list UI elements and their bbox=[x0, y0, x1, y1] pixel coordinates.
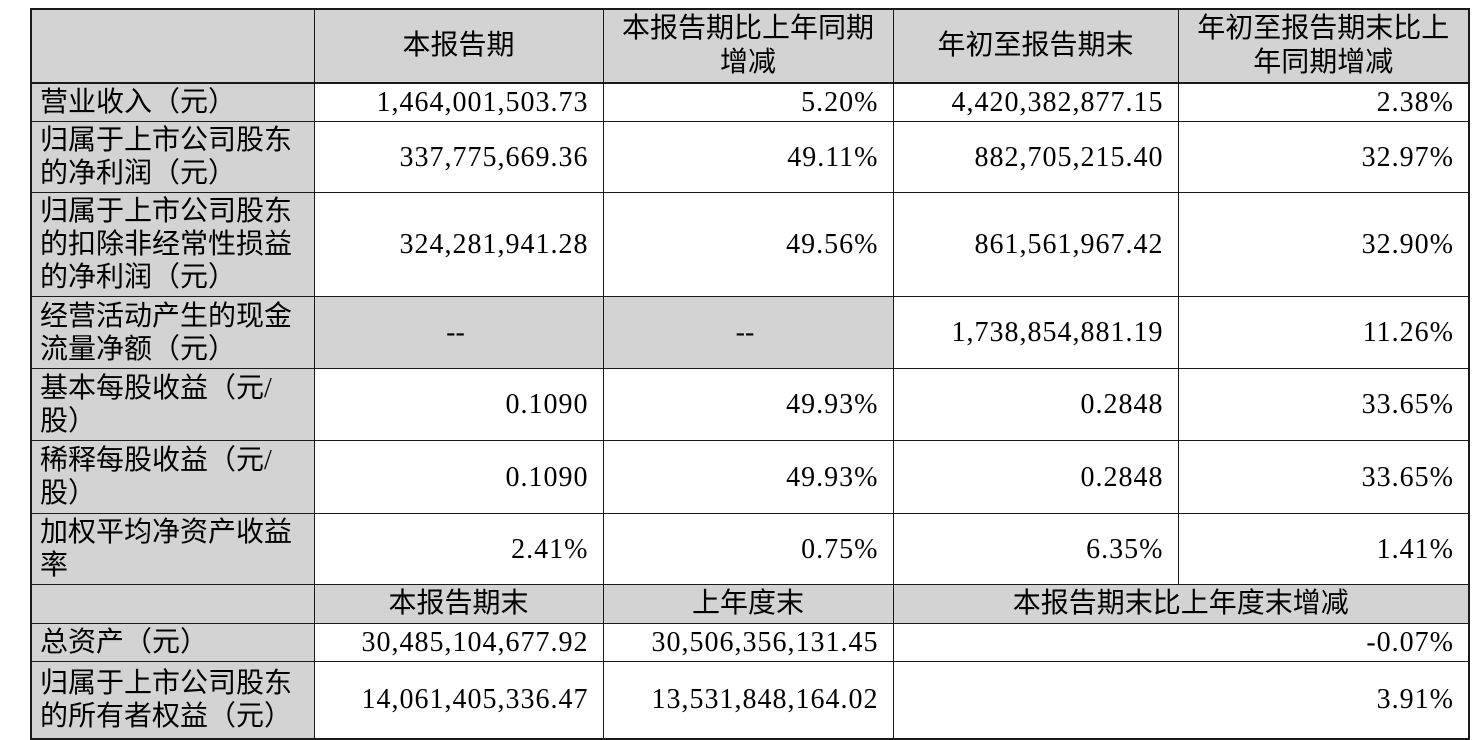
row-operating-revenue: 营业收入（元） 1,464,001,503.73 5.20% 4,420,382… bbox=[30, 82, 1470, 122]
header-period-end-change: 本报告期末比上年度末增减 bbox=[892, 584, 1470, 624]
cell-net-profit-current-yoy: 49.11% bbox=[602, 121, 894, 193]
balance-header-row: 本报告期末 上年度末 本报告期末比上年度末增减 bbox=[30, 584, 1470, 624]
label-shareholders-equity: 归属于上市公司股东 的所有者权益（元） bbox=[30, 661, 315, 739]
cell-total-assets-change: -0.07% bbox=[892, 623, 1470, 662]
label-net-profit: 归属于上市公司股东 的净利润（元） bbox=[30, 121, 315, 193]
balance-header-corner-cell bbox=[30, 584, 315, 624]
row-total-assets: 总资产（元） 30,485,104,677.92 30,506,356,131.… bbox=[30, 623, 1470, 662]
row-basic-eps: 基本每股收益（元/ 股） 0.1090 49.93% 0.2848 33.65% bbox=[30, 368, 1470, 441]
row-operating-cash-flow: 经营活动产生的现金 流量净额（元） -- -- 1,738,854,881.19… bbox=[30, 296, 1470, 369]
cell-weighted-avg-roe-current-yoy: 0.75% bbox=[602, 513, 894, 585]
cell-net-profit-excl-ytd: 861,561,967.42 bbox=[892, 192, 1179, 297]
row-shareholders-equity: 归属于上市公司股东 的所有者权益（元） 14,061,405,336.47 13… bbox=[30, 661, 1470, 739]
cell-weighted-avg-roe-ytd-yoy: 1.41% bbox=[1177, 513, 1470, 585]
cell-basic-eps-ytd-yoy: 33.65% bbox=[1177, 368, 1470, 441]
period-header-row: 本报告期 本报告期比上年同期 增减 年初至报告期末 年初至报告期末比上 年同期增… bbox=[30, 8, 1470, 84]
cell-operating-revenue-current: 1,464,001,503.73 bbox=[313, 82, 604, 122]
cell-basic-eps-current: 0.1090 bbox=[313, 368, 604, 441]
label-operating-revenue: 营业收入（元） bbox=[30, 82, 315, 122]
cell-net-profit-ytd: 882,705,215.40 bbox=[892, 121, 1179, 193]
cell-operating-revenue-ytd: 4,420,382,877.15 bbox=[892, 82, 1179, 122]
header-ytd-yoy: 年初至报告期末比上 年同期增减 bbox=[1177, 8, 1470, 84]
cell-weighted-avg-roe-current: 2.41% bbox=[313, 513, 604, 585]
row-weighted-avg-roe: 加权平均净资产收益 率 2.41% 0.75% 6.35% 1.41% bbox=[30, 513, 1470, 585]
cell-shareholders-equity-change: 3.91% bbox=[892, 661, 1470, 739]
cell-net-profit-excl-ytd-yoy: 32.90% bbox=[1177, 192, 1470, 297]
label-diluted-eps: 稀释每股收益（元/ 股） bbox=[30, 440, 315, 514]
row-net-profit-excl-nonrecurring: 归属于上市公司股东 的扣除非经常性损益 的净利润（元） 324,281,941.… bbox=[30, 192, 1470, 297]
financial-summary-table: 本报告期 本报告期比上年同期 增减 年初至报告期末 年初至报告期末比上 年同期增… bbox=[30, 8, 1470, 740]
header-ytd: 年初至报告期末 bbox=[892, 8, 1179, 84]
cell-operating-revenue-current-yoy: 5.20% bbox=[602, 82, 894, 122]
label-net-profit-excl-nonrecurring: 归属于上市公司股东 的扣除非经常性损益 的净利润（元） bbox=[30, 192, 315, 297]
cell-net-profit-excl-current-yoy: 49.56% bbox=[602, 192, 894, 297]
cell-shareholders-equity-prev-year-end: 13,531,848,164.02 bbox=[602, 661, 894, 739]
cell-basic-eps-current-yoy: 49.93% bbox=[602, 368, 894, 441]
cell-operating-cash-flow-current-yoy: -- bbox=[602, 296, 894, 369]
label-weighted-avg-roe: 加权平均净资产收益 率 bbox=[30, 513, 315, 585]
cell-diluted-eps-ytd: 0.2848 bbox=[892, 440, 1179, 514]
header-period-end: 本报告期末 bbox=[313, 584, 604, 624]
cell-operating-cash-flow-current: -- bbox=[313, 296, 604, 369]
cell-net-profit-excl-current: 324,281,941.28 bbox=[313, 192, 604, 297]
row-diluted-eps: 稀释每股收益（元/ 股） 0.1090 49.93% 0.2848 33.65% bbox=[30, 440, 1470, 514]
header-current-period-yoy: 本报告期比上年同期 增减 bbox=[602, 8, 894, 84]
cell-total-assets-period-end: 30,485,104,677.92 bbox=[313, 623, 604, 662]
label-total-assets: 总资产（元） bbox=[30, 623, 315, 662]
label-basic-eps: 基本每股收益（元/ 股） bbox=[30, 368, 315, 441]
cell-diluted-eps-current-yoy: 49.93% bbox=[602, 440, 894, 514]
header-corner-cell bbox=[30, 8, 315, 84]
cell-operating-cash-flow-ytd-yoy: 11.26% bbox=[1177, 296, 1470, 369]
financial-summary-table-container: 本报告期 本报告期比上年同期 增减 年初至报告期末 年初至报告期末比上 年同期增… bbox=[30, 8, 1470, 740]
row-net-profit: 归属于上市公司股东 的净利润（元） 337,775,669.36 49.11% … bbox=[30, 121, 1470, 193]
cell-shareholders-equity-period-end: 14,061,405,336.47 bbox=[313, 661, 604, 739]
cell-diluted-eps-current: 0.1090 bbox=[313, 440, 604, 514]
cell-net-profit-ytd-yoy: 32.97% bbox=[1177, 121, 1470, 193]
cell-diluted-eps-ytd-yoy: 33.65% bbox=[1177, 440, 1470, 514]
label-operating-cash-flow: 经营活动产生的现金 流量净额（元） bbox=[30, 296, 315, 369]
cell-operating-cash-flow-ytd: 1,738,854,881.19 bbox=[892, 296, 1179, 369]
cell-weighted-avg-roe-ytd: 6.35% bbox=[892, 513, 1179, 585]
cell-basic-eps-ytd: 0.2848 bbox=[892, 368, 1179, 441]
cell-total-assets-prev-year-end: 30,506,356,131.45 bbox=[602, 623, 894, 662]
cell-net-profit-current: 337,775,669.36 bbox=[313, 121, 604, 193]
cell-operating-revenue-ytd-yoy: 2.38% bbox=[1177, 82, 1470, 122]
header-current-period: 本报告期 bbox=[313, 8, 604, 84]
header-prev-year-end: 上年度末 bbox=[602, 584, 894, 624]
